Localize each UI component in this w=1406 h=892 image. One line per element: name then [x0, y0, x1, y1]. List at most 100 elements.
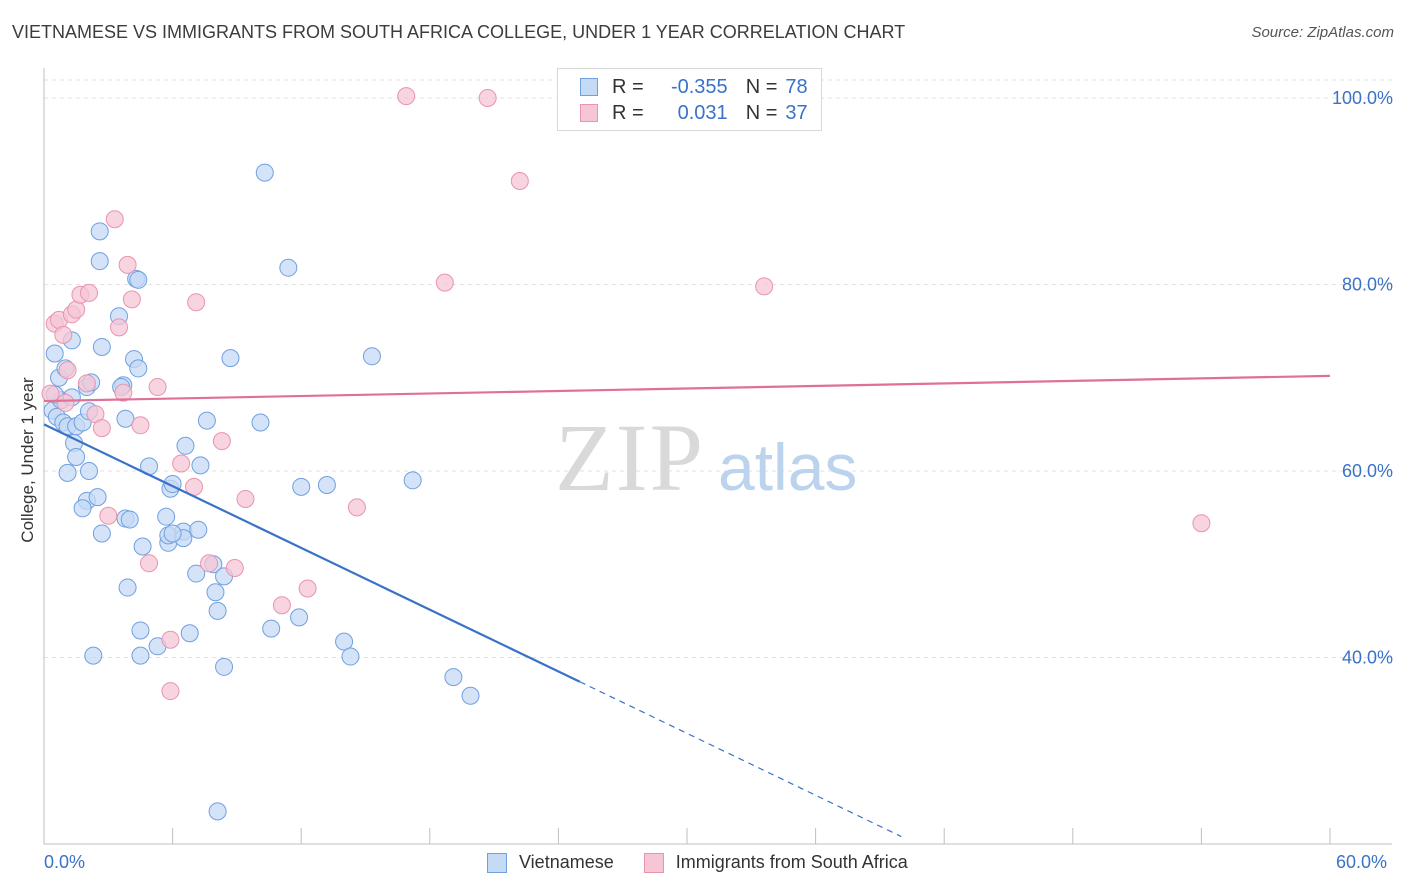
south-africa-point: [92, 419, 111, 438]
vietnamese-point: [251, 413, 270, 432]
vietnamese-point: [317, 475, 336, 494]
vietnamese-point: [206, 583, 225, 602]
vietnamese-point: [292, 477, 311, 496]
blue-swatch: [487, 852, 507, 873]
south-africa-point: [56, 393, 75, 412]
south-africa-point: [272, 596, 291, 615]
vietnamese-point: [197, 411, 216, 430]
south-africa-point: [347, 498, 366, 517]
vietnamese-point: [191, 456, 210, 475]
legend-item-south-africa[interactable]: Immigrants from South Africa: [643, 852, 908, 873]
vietnamese-point: [131, 621, 150, 640]
south-africa-point: [54, 325, 73, 344]
n-value: 78: [785, 75, 808, 98]
y-axis-label: College, Under 1 year: [18, 377, 37, 543]
south-africa-point: [41, 384, 60, 403]
south-africa-point: [478, 88, 497, 107]
vietnamese-point: [157, 507, 176, 526]
south-africa-point: [114, 383, 133, 402]
stats-row-south-africa: R = 0.031 N = 37: [580, 101, 808, 125]
vietnamese-point: [215, 657, 234, 676]
south-africa-point: [118, 255, 137, 274]
chart-title: VIETNAMESE VS IMMIGRANTS FROM SOUTH AFRI…: [12, 22, 906, 42]
n-value: 37: [785, 101, 808, 124]
south-africa-point: [105, 210, 124, 229]
series-legend: Vietnamese Immigrants from South Africa: [487, 852, 938, 873]
vietnamese-point: [88, 488, 107, 507]
vietnamese-point: [341, 647, 360, 666]
legend-label: Immigrants from South Africa: [675, 852, 908, 872]
south-africa-point: [1192, 514, 1211, 533]
vietnamese-point: [255, 163, 274, 182]
vietnamese-point: [262, 619, 281, 638]
y-tick-label: 100.0%: [1332, 88, 1393, 108]
vietnamese-point: [129, 270, 148, 289]
south-africa-point: [99, 506, 118, 525]
south-africa-point: [298, 579, 317, 598]
vietnamese-point: [118, 578, 137, 597]
y-tick-labels: 100.0% 80.0% 60.0% 40.0%: [1332, 88, 1393, 668]
south-africa-point: [755, 277, 774, 296]
vietnamese-point: [92, 524, 111, 543]
vietnamese-point: [73, 499, 92, 518]
vietnamese-point: [403, 471, 422, 490]
stats-legend: R = -0.355 N = 78 R = 0.031 N = 37: [557, 68, 822, 131]
vietnamese-point: [189, 520, 208, 539]
vietnamese-point: [131, 646, 150, 665]
x-tick-max: 60.0%: [1336, 852, 1388, 872]
source-label: Source: ZipAtlas.com: [1251, 24, 1394, 41]
vietnamese-point: [208, 802, 227, 821]
vietnamese-point: [133, 537, 152, 556]
south-africa-point: [172, 454, 191, 473]
y-tick-label: 80.0%: [1342, 274, 1393, 294]
y-tick-label: 40.0%: [1342, 647, 1393, 667]
data-points: [41, 87, 1211, 821]
south-africa-point: [131, 416, 150, 435]
r-label: R =: [612, 101, 644, 124]
n-label: N =: [745, 101, 778, 124]
vietnamese-point: [92, 337, 111, 356]
south-africa-point: [140, 554, 159, 573]
vietnamese-point: [187, 564, 206, 583]
vietnamese-point: [290, 608, 309, 627]
vietnamese-point: [84, 646, 103, 665]
vietnamese-point: [221, 349, 240, 368]
vietnamese-point: [90, 222, 109, 241]
x-tick-min: 0.0%: [44, 852, 86, 872]
watermark-atlas: atlas: [718, 430, 857, 504]
south-africa-point: [435, 273, 454, 292]
trendlines: [43, 374, 1331, 838]
vietnamese-point: [90, 252, 109, 271]
vietnamese-point: [335, 632, 354, 651]
legend-label: Vietnamese: [519, 852, 614, 872]
south-africa-point: [148, 378, 167, 397]
vietnamese-point: [180, 624, 199, 643]
south-africa-point: [212, 432, 231, 451]
n-label: N =: [745, 75, 778, 98]
south-africa-point: [161, 682, 180, 701]
vietnamese-point: [80, 461, 99, 480]
south-africa-point: [510, 171, 529, 190]
vietnamese-point: [208, 601, 227, 620]
r-value: 0.031: [677, 101, 728, 124]
pink-swatch: [580, 104, 598, 122]
watermark-zip: ZIP: [555, 404, 705, 511]
axes: [43, 68, 1392, 845]
vietnamese-point: [116, 409, 135, 428]
south-africa-point: [187, 293, 206, 312]
south-africa-point: [122, 290, 141, 309]
vietnamese-trendline: [43, 423, 581, 683]
south-africa-point: [58, 361, 77, 380]
vietnamese-point: [45, 344, 64, 363]
south-africa-trendline: [43, 374, 1331, 403]
south-africa-point: [77, 374, 96, 393]
vietnamese-trendline-extension: [579, 681, 902, 838]
legend-item-vietnamese[interactable]: Vietnamese: [487, 852, 614, 873]
south-africa-point: [161, 630, 180, 649]
blue-swatch: [580, 78, 598, 96]
vietnamese-point: [120, 510, 139, 529]
y-tick-label: 60.0%: [1342, 461, 1393, 481]
vietnamese-point: [176, 436, 195, 455]
vietnamese-point: [129, 359, 148, 378]
r-label: R =: [612, 75, 644, 98]
